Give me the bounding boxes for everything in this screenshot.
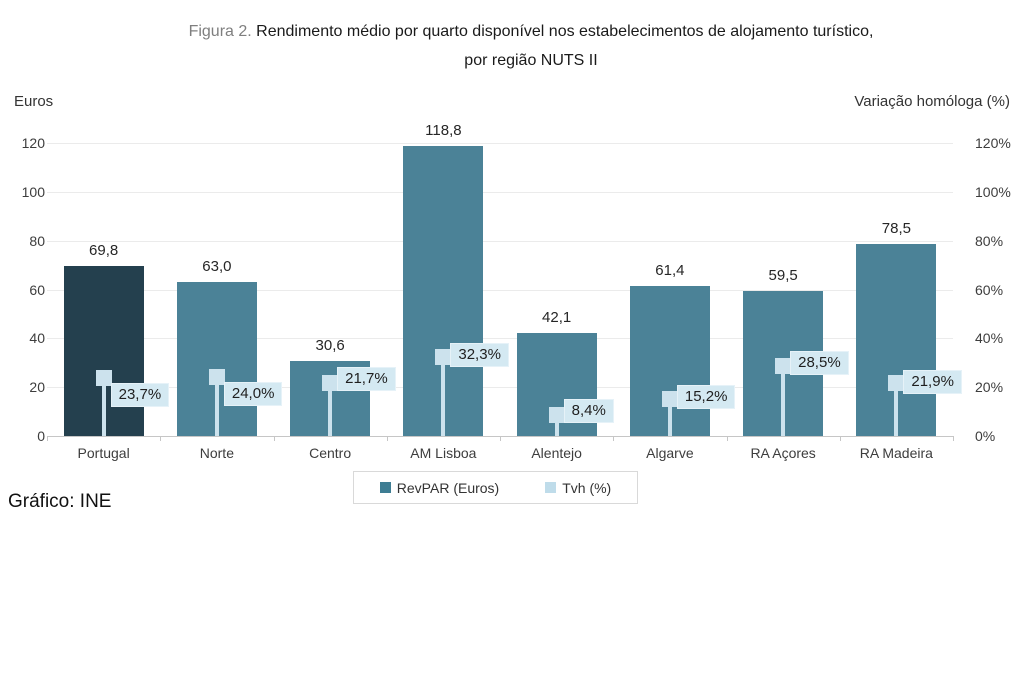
tvh-marker-icon	[95, 370, 112, 387]
tvh-value-label: 21,9%	[903, 369, 962, 394]
left-axis-tick-label: 100	[21, 183, 45, 200]
category-label: AM Lisboa	[410, 445, 477, 461]
gridline	[47, 338, 953, 340]
revpar-value-label: 78,5	[881, 220, 911, 238]
tvh-marker-icon	[322, 375, 339, 392]
left-axis-tick-label: 40	[29, 330, 45, 347]
right-axis-title: Variação homóloga (%)	[854, 93, 1010, 110]
right-axis-tick-label: 40%	[975, 330, 1004, 347]
figure-title-line2: por região NUTS II	[464, 52, 598, 69]
left-axis-tick-label: 0	[37, 428, 45, 444]
category-label: Alentejo	[531, 445, 582, 461]
tvh-value-label: 15,2%	[676, 384, 736, 409]
chart-legend: RevPAR (Euros) Tvh (%)	[353, 471, 638, 504]
x-axis-tick	[726, 436, 728, 441]
revpar-value-label: 42,1	[542, 309, 572, 327]
revpar-value-label: 30,6	[315, 337, 345, 355]
category-label: Centro	[309, 445, 352, 461]
left-axis-tick-label: 80	[29, 232, 45, 249]
right-axis-tick-label: 80%	[975, 232, 1004, 249]
right-axis-tick-label: 60%	[975, 281, 1004, 298]
tvh-series-swatch-icon	[545, 482, 557, 493]
left-axis-tick-label: 60	[29, 281, 45, 298]
x-axis-tick	[386, 436, 388, 441]
legend-revpar-label: RevPAR (Euros)	[396, 479, 500, 496]
revpar-value-label: 69,8	[89, 241, 119, 259]
tvh-marker-icon	[435, 349, 452, 366]
figure-title-line1: Figura 2. Rendimento médio por quarto di…	[19, 17, 1024, 46]
left-axis-tick-label: 120	[21, 135, 45, 151]
revpar-value-label: 63,0	[202, 258, 232, 276]
legend-item-tvh: Tvh (%)	[545, 480, 611, 496]
gridline	[47, 289, 953, 291]
right-axis-tick-label: 100%	[975, 183, 1011, 200]
x-axis-tick	[839, 436, 841, 441]
tvh-marker-stem	[441, 357, 446, 436]
tvh-value-label: 32,3%	[450, 343, 509, 368]
tvh-marker-stem	[667, 398, 672, 436]
chart-source: Gráfico: INE	[8, 491, 112, 512]
tvh-marker-stem	[554, 415, 559, 436]
tvh-marker-stem	[894, 382, 899, 436]
tvh-marker-stem	[101, 378, 106, 436]
legend-tvh-label: Tvh (%)	[562, 479, 612, 496]
tvh-marker-icon	[888, 374, 905, 391]
gridline	[47, 387, 953, 389]
tvh-marker-icon	[661, 390, 678, 407]
tvh-marker-stem	[328, 383, 333, 436]
gridline	[47, 240, 953, 242]
left-axis-title: Euros	[14, 93, 54, 110]
right-axis-tick-label: 0%	[975, 428, 996, 444]
category-label: Norte	[199, 445, 234, 461]
revpar-value-label: 61,4	[655, 262, 685, 280]
tvh-marker-icon	[208, 369, 225, 386]
revpar-value-label: 59,5	[768, 266, 798, 284]
x-axis-tick	[613, 436, 615, 441]
right-axis-tick-label: 120%	[975, 135, 1011, 151]
left-axis-tick-label: 20	[29, 379, 45, 396]
category-label: Portugal	[77, 445, 130, 461]
figure-title-text: Rendimento médio por quarto disponível n…	[256, 23, 874, 40]
x-axis-tick	[160, 436, 162, 441]
figure-label: Figura 2.	[188, 23, 252, 40]
figure-title: Figura 2. Rendimento médio por quarto di…	[19, 17, 1024, 75]
tvh-marker-stem	[214, 377, 219, 436]
gridline	[47, 143, 953, 144]
x-axis-tick	[500, 436, 501, 441]
category-label: RA Madeira	[859, 445, 933, 461]
tvh-marker-icon	[548, 407, 565, 424]
tvh-marker-icon	[775, 358, 792, 375]
tvh-marker-stem	[781, 366, 786, 436]
tvh-value-label: 24,0%	[223, 382, 283, 407]
x-axis-tick	[953, 436, 954, 441]
category-label: Algarve	[646, 445, 694, 461]
legend-item-revpar: RevPAR (Euros)	[379, 479, 500, 496]
tvh-value-label: 21,7%	[337, 367, 396, 392]
x-axis-tick	[273, 436, 275, 441]
tvh-value-label: 8,4%	[563, 399, 614, 424]
right-axis-tick-label: 20%	[975, 379, 1004, 396]
tvh-value-label: 23,7%	[110, 383, 170, 408]
gridline	[47, 191, 953, 193]
revpar-value-label: 118,8	[425, 121, 462, 139]
tvh-value-label: 28,5%	[790, 351, 849, 376]
x-axis-tick	[47, 436, 48, 441]
category-label: RA Açores	[750, 445, 816, 461]
revpar-series-swatch-icon	[379, 482, 391, 493]
